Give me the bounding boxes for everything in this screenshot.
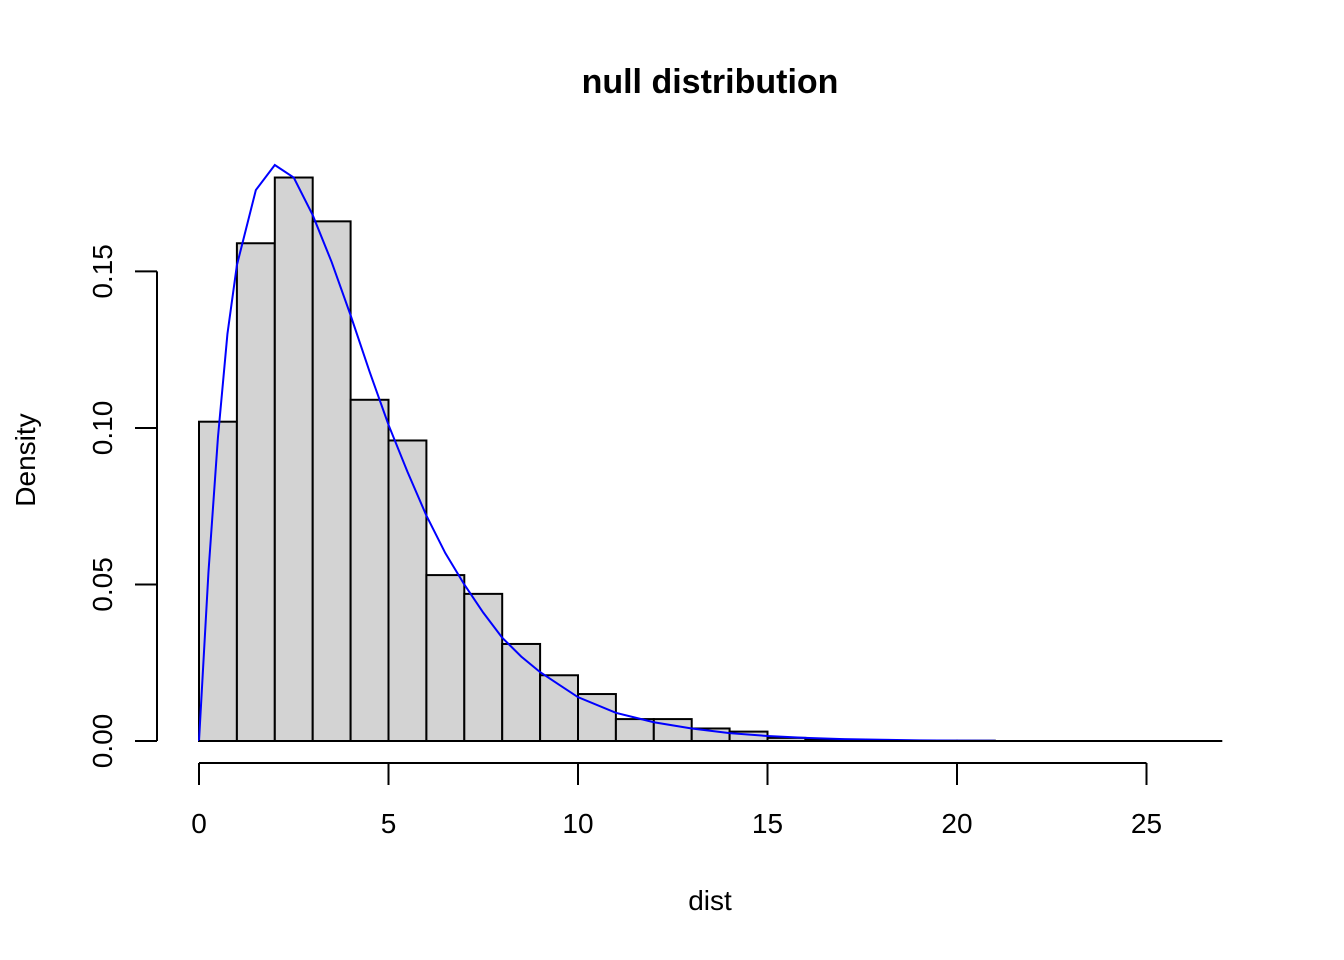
- histogram-bar-10: [577, 693, 617, 742]
- y-tick-label-1: 0.05: [87, 557, 118, 612]
- histogram-bar-0: [198, 420, 238, 742]
- histogram-bar-8: [501, 642, 542, 743]
- chart-title: null distribution: [582, 63, 839, 101]
- x-tick-label-5: 25: [1131, 808, 1162, 839]
- x-tick-label-0: 0: [191, 808, 207, 839]
- histogram-bar-1: [235, 242, 276, 742]
- histogram-bar-4: [349, 398, 390, 742]
- x-tick-label-2: 10: [562, 808, 593, 839]
- histogram-bar-3: [311, 220, 352, 742]
- density-curve-layer: [198, 163, 995, 742]
- y-tick-label-2: 0.10: [87, 401, 118, 456]
- y-axis: 0.00 0.05 0.10 0.15: [87, 244, 158, 769]
- histogram-bar-11: [614, 718, 655, 743]
- x-tick-label-4: 20: [941, 808, 972, 839]
- histogram-bar-2: [273, 176, 314, 743]
- x-axis: 0 5 10 15 20 25: [191, 740, 1223, 839]
- histogram-bar-5: [387, 439, 428, 742]
- x-axis-label: dist: [688, 885, 732, 916]
- histogram-bar-7: [463, 592, 504, 742]
- histogram-bar-6: [425, 574, 466, 743]
- density-curve: [198, 163, 995, 742]
- x-tick-label-1: 5: [381, 808, 397, 839]
- y-tick-label-0: 0.00: [87, 714, 118, 769]
- x-tick-label-3: 15: [752, 808, 783, 839]
- y-tick-label-3: 0.15: [87, 244, 118, 299]
- histogram-bars: [198, 176, 996, 743]
- y-axis-label: Density: [10, 413, 41, 506]
